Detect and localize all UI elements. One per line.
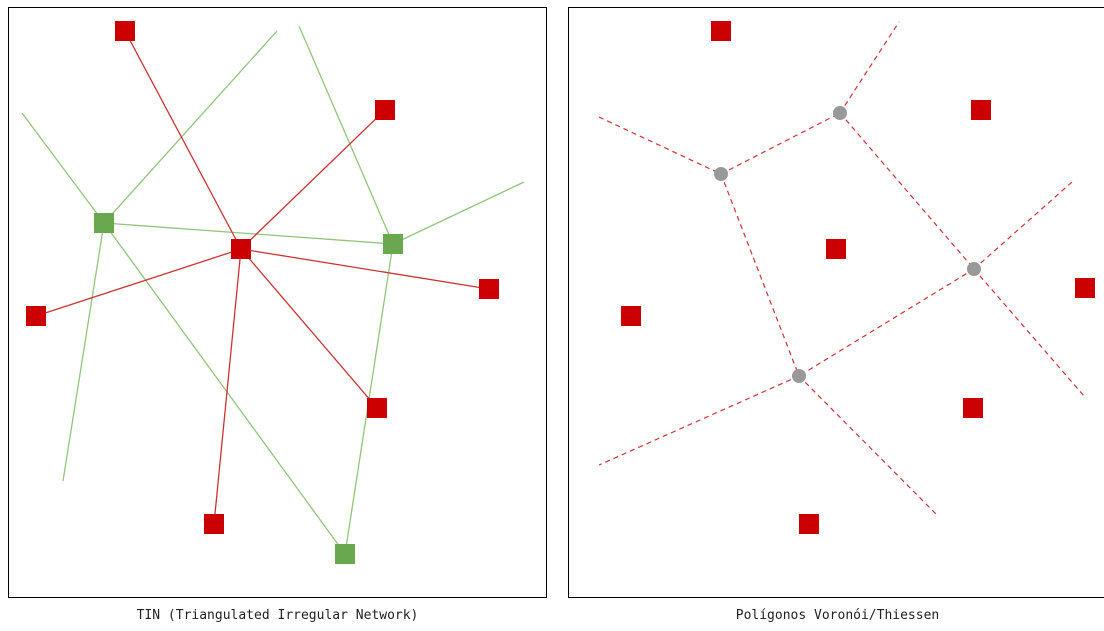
tin-caption: TIN (Triangulated Irregular Network): [136, 608, 419, 623]
sample-point: [204, 514, 224, 534]
voronoi-vertex: [967, 262, 981, 276]
tin-edge: [103, 30, 278, 224]
tin-edge: [35, 248, 242, 317]
tin-node: [94, 213, 114, 233]
tin-edge: [240, 248, 490, 290]
voronoi-vertices: [714, 106, 981, 383]
tin-edge: [21, 112, 105, 224]
tin-red-points: [26, 21, 499, 534]
voronoi-edge: [839, 112, 975, 270]
tin-edge: [62, 222, 105, 482]
tin-diagram: [21, 21, 525, 564]
tin-edge: [298, 25, 394, 245]
tin-edge: [103, 222, 394, 245]
sample-point: [115, 21, 135, 41]
tin-edge: [103, 222, 346, 555]
tin-node: [383, 234, 403, 254]
sample-point: [799, 514, 819, 534]
voronoi-edge: [598, 116, 722, 175]
sample-point: [711, 21, 731, 41]
tin-edge: [240, 109, 386, 250]
voronoi-edge: [798, 268, 975, 377]
voronoi-edge: [973, 268, 1085, 397]
voronoi-edge: [720, 112, 841, 175]
voronoi-panel: [568, 7, 1104, 598]
voronoi-edge: [798, 375, 938, 516]
sample-point: [26, 306, 46, 326]
voronoi-vertex: [833, 106, 847, 120]
voronoi-edge: [973, 181, 1073, 270]
sample-point: [479, 279, 499, 299]
voronoi-edges: [598, 21, 1085, 516]
tin-edge: [213, 248, 242, 525]
tin-node: [335, 544, 355, 564]
voronoi-vertex: [714, 167, 728, 181]
voronoi-edge: [598, 375, 800, 466]
tin-edge: [124, 30, 242, 250]
sample-point: [231, 239, 251, 259]
voronoi-diagram: [598, 21, 1095, 534]
sample-point: [971, 100, 991, 120]
voronoi-edge: [839, 21, 900, 114]
sample-point: [621, 306, 641, 326]
sample-point: [963, 398, 983, 418]
voronoi-points: [621, 21, 1095, 534]
voronoi-caption: Polígonos Voronói/Thiessen: [735, 608, 940, 623]
sample-point: [826, 239, 846, 259]
sample-point: [1075, 278, 1095, 298]
tin-panel: [8, 7, 547, 598]
sample-point: [367, 398, 387, 418]
sample-point: [375, 100, 395, 120]
tin-green-edges: [21, 25, 525, 555]
tin-red-edges: [35, 30, 490, 525]
tin-edge: [240, 248, 378, 409]
voronoi-vertex: [792, 369, 806, 383]
tin-green-nodes: [94, 213, 403, 564]
voronoi-edge: [720, 173, 800, 377]
tin-edge: [392, 181, 525, 245]
